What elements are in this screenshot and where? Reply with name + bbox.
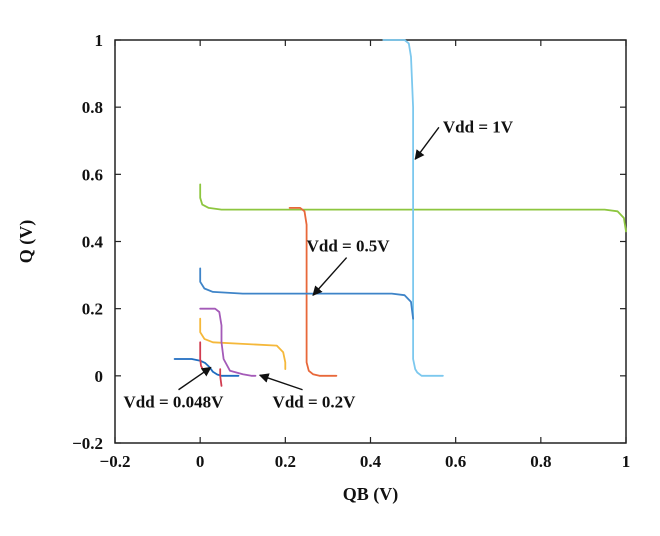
tick-marks [114, 39, 627, 444]
x-tick-label: 0.2 [275, 452, 296, 471]
series-line-0 [199, 183, 627, 233]
annotation-arrow [258, 373, 303, 391]
y-tick-label: 0 [95, 367, 104, 386]
annotation-label: Vdd = 0.2V [273, 393, 357, 412]
annotation-arrow [414, 126, 440, 161]
x-tick-label: 0.8 [530, 452, 551, 471]
annotation-layer: Vdd = 1V Vdd = 0.5V Vdd = 0.048V Vdd = 0.2V [124, 117, 514, 411]
y-tick-label: 0.8 [82, 98, 103, 117]
series-layer [173, 39, 627, 387]
y-tick-label: 0.4 [82, 233, 104, 252]
annotation-label: Vdd = 0.5V [307, 237, 391, 256]
y-axis-label: Q (V) [16, 220, 37, 264]
series-line-4 [199, 317, 287, 371]
y-tick-labels: −0.2 0 0.2 0.4 0.6 0.8 1 [72, 31, 103, 453]
annotation-arrow [312, 257, 348, 296]
x-tick-label: −0.2 [100, 452, 131, 471]
series-line-8 [219, 368, 223, 387]
x-tick-label: 0.4 [360, 452, 382, 471]
y-tick-label: 0.2 [82, 300, 103, 319]
y-tick-label: 1 [95, 31, 104, 50]
annotation-label: Vdd = 0.048V [124, 393, 225, 412]
y-tick-label: −0.2 [72, 434, 103, 453]
annotation-arrow [178, 366, 212, 391]
y-tick-label: 0.6 [82, 165, 103, 184]
x-tick-label: 0 [196, 452, 205, 471]
x-axis-label: QB (V) [343, 484, 399, 505]
series-line-2 [288, 206, 338, 377]
x-tick-labels: −0.2 0 0.2 0.4 0.6 0.8 1 [100, 452, 631, 471]
annotation-label: Vdd = 1V [443, 117, 514, 136]
series-line-3 [199, 267, 415, 320]
series-line-7 [199, 341, 204, 371]
series-line-5 [199, 307, 257, 377]
series-line-1 [382, 39, 444, 377]
x-tick-label: 1 [622, 452, 631, 471]
x-tick-label: 0.6 [445, 452, 466, 471]
